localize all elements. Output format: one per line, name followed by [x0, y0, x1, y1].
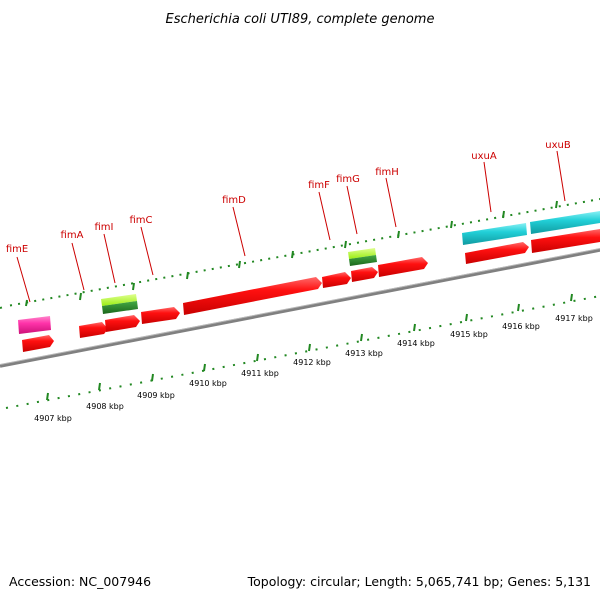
- gene-fimG-lower: [349, 255, 377, 266]
- gene-fimI-upper[interactable]: [101, 294, 137, 306]
- gene-label-fimA: fimA: [61, 230, 84, 241]
- genome-backbone: [0, 248, 600, 368]
- gene-fimC[interactable]: [141, 307, 180, 324]
- gene-label-fimH: fimH: [375, 167, 399, 178]
- scale-label: 4908 kbp: [86, 402, 124, 411]
- scale-label: 4917 kbp: [555, 314, 593, 323]
- gene-label-fimE: fimE: [6, 244, 28, 255]
- gene-label-fimI: fimI: [95, 222, 114, 233]
- scale-tick-track: [5, 293, 600, 409]
- scale-label: 4915 kbp: [450, 330, 488, 339]
- gene-label-fimD: fimD: [222, 195, 246, 206]
- gene-label-uxuA: uxuA: [471, 151, 497, 162]
- genome-title: Escherichia coli UTI89, complete genome: [166, 12, 435, 27]
- gene-labels: fimE fimA fimI fimC fimD fimF fimG fimH …: [6, 140, 571, 255]
- scale-label: 4913 kbp: [345, 349, 383, 358]
- scale-label: 4907 kbp: [34, 414, 72, 423]
- gene-uxuB-upper[interactable]: [530, 211, 600, 234]
- gene-label-fimG: fimG: [336, 174, 360, 185]
- genome-summary-text: Topology: circular; Length: 5,065,741 bp…: [247, 574, 591, 589]
- red-gene-row: [22, 229, 600, 352]
- gene-label-fimC: fimC: [129, 215, 152, 226]
- scale-label: 4914 kbp: [397, 339, 435, 348]
- gene-fimE[interactable]: [22, 335, 54, 352]
- gene-fimD[interactable]: [183, 277, 322, 315]
- gene-label-fimF: fimF: [308, 180, 330, 191]
- scale-label: 4910 kbp: [189, 379, 227, 388]
- gene-fimA[interactable]: [79, 322, 108, 338]
- gene-fimH[interactable]: [378, 257, 428, 277]
- gene-fimG[interactable]: [351, 267, 378, 282]
- gene-fimG-upper[interactable]: [348, 248, 376, 259]
- gene-label-uxuB: uxuB: [545, 140, 571, 151]
- gene-fimF[interactable]: [322, 272, 351, 288]
- outer-tick-track: [0, 198, 600, 309]
- gene-uxuA[interactable]: [465, 242, 529, 264]
- accession-text: Accession: NC_007946: [9, 574, 151, 589]
- gene-fimI-lower: [102, 301, 138, 314]
- scale-label: 4911 kbp: [241, 369, 279, 378]
- gene-fimE-upper[interactable]: [18, 316, 51, 334]
- gene-label-leaders: [16, 150, 566, 303]
- gene-uxuA-upper[interactable]: [462, 223, 527, 245]
- scale-label: 4912 kbp: [293, 358, 331, 367]
- gene-uxuB[interactable]: [531, 229, 600, 253]
- gene-fimI[interactable]: [105, 315, 140, 332]
- scale-labels: 4907 kbp 4908 kbp 4909 kbp 4910 kbp 4911…: [34, 314, 593, 423]
- scale-label: 4916 kbp: [502, 322, 540, 331]
- scale-label: 4909 kbp: [137, 391, 175, 400]
